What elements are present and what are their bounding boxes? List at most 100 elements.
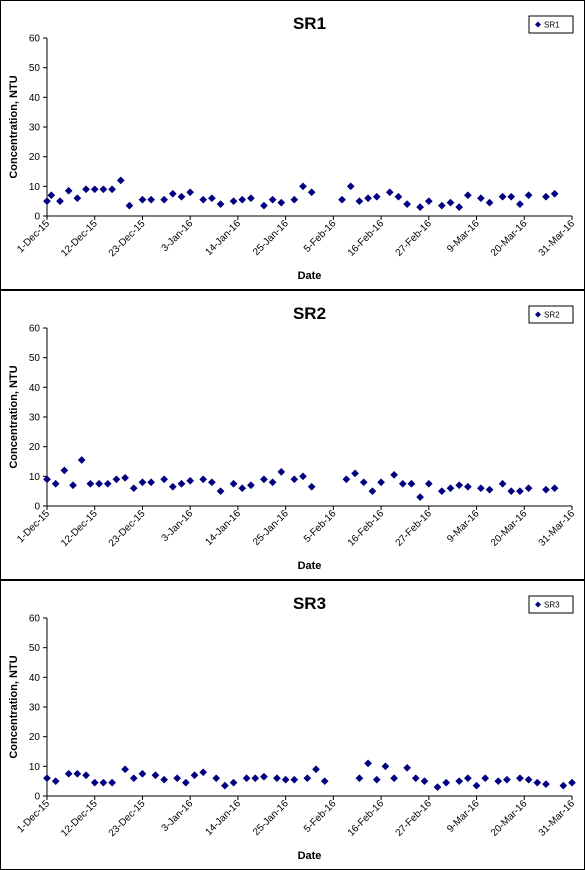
data-point xyxy=(64,186,73,195)
data-point xyxy=(312,765,320,774)
data-point xyxy=(407,479,416,488)
data-point xyxy=(437,201,446,210)
data-point xyxy=(542,780,550,789)
x-tick-label: 31-Mar-16 xyxy=(537,508,578,549)
data-point xyxy=(268,195,277,204)
y-tick-label: 10 xyxy=(29,762,41,773)
legend: SR1 xyxy=(528,15,574,34)
chart-title: SR2 xyxy=(293,304,326,323)
data-point xyxy=(51,777,60,786)
x-tick-label: 12-Dec-15 xyxy=(59,798,100,839)
x-axis-label: Date xyxy=(298,560,322,572)
x-tick-label: 14-Jan-16 xyxy=(203,798,243,838)
data-point xyxy=(273,774,281,783)
data-point xyxy=(216,200,225,209)
x-tick-label: 14-Jan-16 xyxy=(203,218,243,258)
data-point xyxy=(116,176,125,185)
data-point xyxy=(355,774,364,783)
y-tick-label: 30 xyxy=(29,123,41,134)
legend-box xyxy=(528,305,574,324)
data-point xyxy=(246,481,255,490)
y-tick-label: 60 xyxy=(29,34,41,45)
data-point xyxy=(147,478,156,487)
data-point xyxy=(73,194,82,203)
data-point xyxy=(381,762,390,771)
legend-label: SR2 xyxy=(544,311,560,320)
x-tick-label: 27-Feb-16 xyxy=(394,218,435,259)
data-point xyxy=(455,203,464,212)
data-point xyxy=(268,478,277,487)
data-point xyxy=(416,493,425,502)
data-point xyxy=(472,781,481,790)
data-point xyxy=(229,778,238,787)
x-tick-label: 23-Dec-15 xyxy=(107,508,148,549)
x-tick-label: 3-Jan-16 xyxy=(160,798,196,834)
chart-svg-sr2: SR2 Concentration, NTU Date 0 10 20 30 40 50 60 1-… xyxy=(8,304,578,572)
data-point xyxy=(398,479,407,488)
data-point xyxy=(177,479,186,488)
x-tick-label: 3-Jan-16 xyxy=(160,508,196,544)
data-point xyxy=(446,484,455,493)
data-point xyxy=(498,192,507,201)
x-tick-label: 1-Dec-15 xyxy=(15,508,52,545)
data-point xyxy=(550,189,559,198)
data-point xyxy=(307,188,316,197)
data-point xyxy=(424,479,433,488)
x-tick-label: 31-Mar-16 xyxy=(537,218,578,259)
data-point xyxy=(515,200,524,209)
data-point xyxy=(168,482,177,491)
data-point xyxy=(442,778,451,787)
data-point xyxy=(207,478,216,487)
data-point xyxy=(303,774,312,783)
data-point xyxy=(411,774,420,783)
data-point xyxy=(112,475,121,484)
data-point xyxy=(277,198,286,207)
data-point xyxy=(60,466,69,475)
data-point xyxy=(446,198,455,207)
y-tick-label: 0 xyxy=(34,502,40,513)
x-tick-label: 16-Feb-16 xyxy=(346,798,387,839)
x-tick-label: 12-Dec-15 xyxy=(59,218,100,259)
data-point xyxy=(485,485,494,494)
data-point xyxy=(199,768,208,777)
y-tick-label: 30 xyxy=(29,413,41,424)
data-point xyxy=(463,482,472,491)
data-point xyxy=(498,479,507,488)
data-point xyxy=(476,484,485,493)
data-point xyxy=(385,188,394,197)
y-tick-label: 40 xyxy=(29,673,41,684)
data-point xyxy=(90,185,99,194)
data-point xyxy=(181,778,190,787)
x-axis-label: Date xyxy=(298,850,322,862)
data-point xyxy=(542,485,550,494)
data-point xyxy=(524,484,533,493)
x-tick-label: 27-Feb-16 xyxy=(394,798,435,839)
data-point xyxy=(186,476,195,485)
data-point xyxy=(420,777,429,786)
y-axis-label: Concentration, NTU xyxy=(8,655,20,758)
x-tick-label: 1-Dec-15 xyxy=(15,218,52,255)
x-tick-label: 5-Feb-16 xyxy=(302,798,339,835)
x-tick-label: 1-Dec-15 xyxy=(15,798,52,835)
x-tick-label: 20-Mar-16 xyxy=(489,218,530,259)
data-point xyxy=(338,195,346,204)
data-point xyxy=(86,479,95,488)
data-point xyxy=(290,195,299,204)
data-point xyxy=(481,774,490,783)
data-point xyxy=(151,771,160,780)
data-point xyxy=(416,203,425,212)
data-point xyxy=(99,778,108,787)
data-point xyxy=(168,189,177,198)
data-point xyxy=(47,191,56,200)
data-point xyxy=(559,781,568,790)
data-point xyxy=(259,475,268,484)
x-tick-label: 20-Mar-16 xyxy=(489,798,530,839)
data-point xyxy=(524,191,533,200)
legend-label: SR3 xyxy=(544,601,560,610)
data-point xyxy=(455,481,464,490)
y-tick-label: 50 xyxy=(29,63,41,74)
data-point xyxy=(99,185,108,194)
data-point xyxy=(524,775,533,784)
data-point xyxy=(502,775,511,784)
data-point xyxy=(277,467,286,476)
